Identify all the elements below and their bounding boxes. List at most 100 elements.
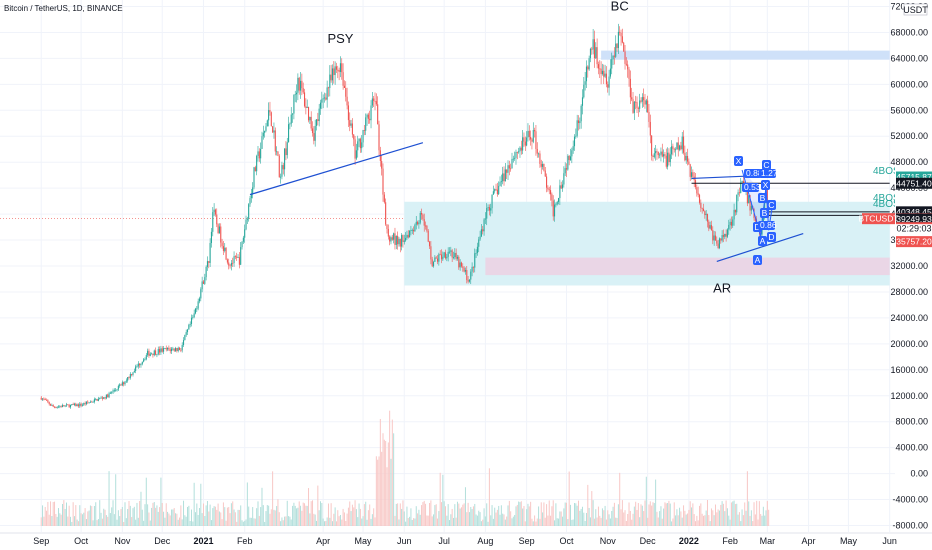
- x-tick-label: Oct: [560, 536, 575, 546]
- volume-bar: [405, 521, 407, 526]
- candle-body: [510, 168, 512, 170]
- candle-body: [526, 137, 528, 146]
- candle-body: [619, 31, 621, 33]
- candle-body: [112, 390, 114, 393]
- candle-body: [294, 94, 296, 96]
- candle-body: [252, 187, 254, 194]
- price-axis: 72000.0068000.0064000.0060000.0056000.00…: [858, 0, 932, 550]
- candle-body: [705, 213, 707, 216]
- volume-bar: [262, 505, 264, 526]
- volume-bar: [266, 505, 268, 526]
- volume-bar: [546, 504, 548, 526]
- volume-bar: [342, 508, 344, 526]
- volume-bar: [253, 518, 255, 526]
- candle-body: [680, 145, 682, 150]
- candle-body: [350, 123, 352, 126]
- volume-bar: [671, 521, 673, 526]
- candle-body: [407, 234, 409, 238]
- x-tick-label: Dec: [154, 536, 171, 546]
- candle-body: [572, 146, 574, 151]
- volume-bar: [737, 514, 739, 526]
- volume-bar: [335, 521, 337, 526]
- volume-bar: [274, 510, 276, 526]
- candle-body: [143, 359, 145, 362]
- volume-bar: [677, 515, 679, 526]
- volume-bar: [512, 516, 514, 526]
- volume-bar: [339, 514, 341, 526]
- volume-bar: [185, 516, 187, 526]
- volume-bar: [128, 500, 130, 526]
- candle-body: [652, 155, 654, 157]
- candle-body: [492, 191, 494, 195]
- volume-bar: [764, 515, 766, 526]
- y-tick-label: 24000.00: [890, 313, 928, 323]
- candle-body: [685, 155, 687, 161]
- candle-body: [87, 401, 89, 403]
- volume-bar: [479, 512, 481, 526]
- candle-body: [728, 224, 730, 230]
- candle-body: [52, 404, 54, 407]
- volume-bar: [58, 508, 60, 526]
- volume-bar: [68, 505, 70, 526]
- x-tick-label: Jun: [397, 536, 412, 546]
- volume-bar: [701, 513, 703, 526]
- volume-bar: [265, 511, 267, 526]
- volume-bar: [176, 513, 178, 526]
- annotation-label: BC: [611, 0, 629, 13]
- candle-body: [599, 68, 601, 70]
- candle-body: [47, 400, 49, 403]
- volume-bar: [717, 509, 719, 526]
- candle-body: [750, 205, 752, 211]
- volume-bar: [285, 516, 287, 526]
- candle-body: [593, 39, 596, 59]
- volume-bar: [664, 502, 666, 526]
- candle-body: [105, 394, 107, 399]
- volume-bar: [651, 505, 653, 526]
- candle-body: [713, 235, 715, 241]
- volume-bar: [101, 518, 103, 526]
- volume-bar: [736, 503, 738, 526]
- candle-body: [556, 201, 558, 205]
- volume-bar: [294, 505, 296, 526]
- volume-bar: [197, 515, 199, 526]
- volume-bar: [308, 488, 310, 526]
- volume-bar: [750, 510, 752, 526]
- volume-bar: [503, 514, 505, 526]
- volume-bar: [568, 471, 570, 526]
- candle-body: [403, 240, 405, 242]
- candle-body: [520, 147, 522, 151]
- candle-body: [514, 157, 516, 159]
- volume-bar: [85, 519, 87, 526]
- volume-bar: [326, 517, 328, 526]
- volume-bar: [601, 508, 603, 526]
- volume-bar: [624, 510, 626, 526]
- volume-bar: [333, 513, 335, 526]
- volume-bar: [105, 515, 107, 526]
- volume-bar: [378, 456, 380, 526]
- volume-bar: [129, 505, 131, 526]
- candle-body: [608, 76, 610, 88]
- candle-body: [600, 68, 602, 75]
- candle-body: [640, 100, 642, 102]
- volume-bar: [699, 505, 701, 526]
- candle-body: [633, 101, 635, 113]
- volume-bar: [189, 520, 191, 526]
- candle-body: [270, 112, 272, 127]
- candle-body: [474, 253, 476, 268]
- volume-bar: [695, 521, 697, 526]
- candle-body: [464, 270, 467, 272]
- candle-body: [677, 142, 679, 150]
- candle-body: [101, 397, 103, 399]
- volume-bar: [145, 477, 147, 526]
- volume-bar: [632, 513, 634, 526]
- volume-bar: [268, 505, 270, 526]
- candle-body: [495, 189, 497, 190]
- candle-body: [64, 405, 66, 407]
- candle-body: [425, 225, 427, 227]
- candle-body: [190, 317, 193, 324]
- candle-body: [766, 186, 768, 212]
- candle-body: [625, 63, 627, 65]
- volume-bar: [64, 508, 66, 526]
- candle-body: [113, 390, 115, 392]
